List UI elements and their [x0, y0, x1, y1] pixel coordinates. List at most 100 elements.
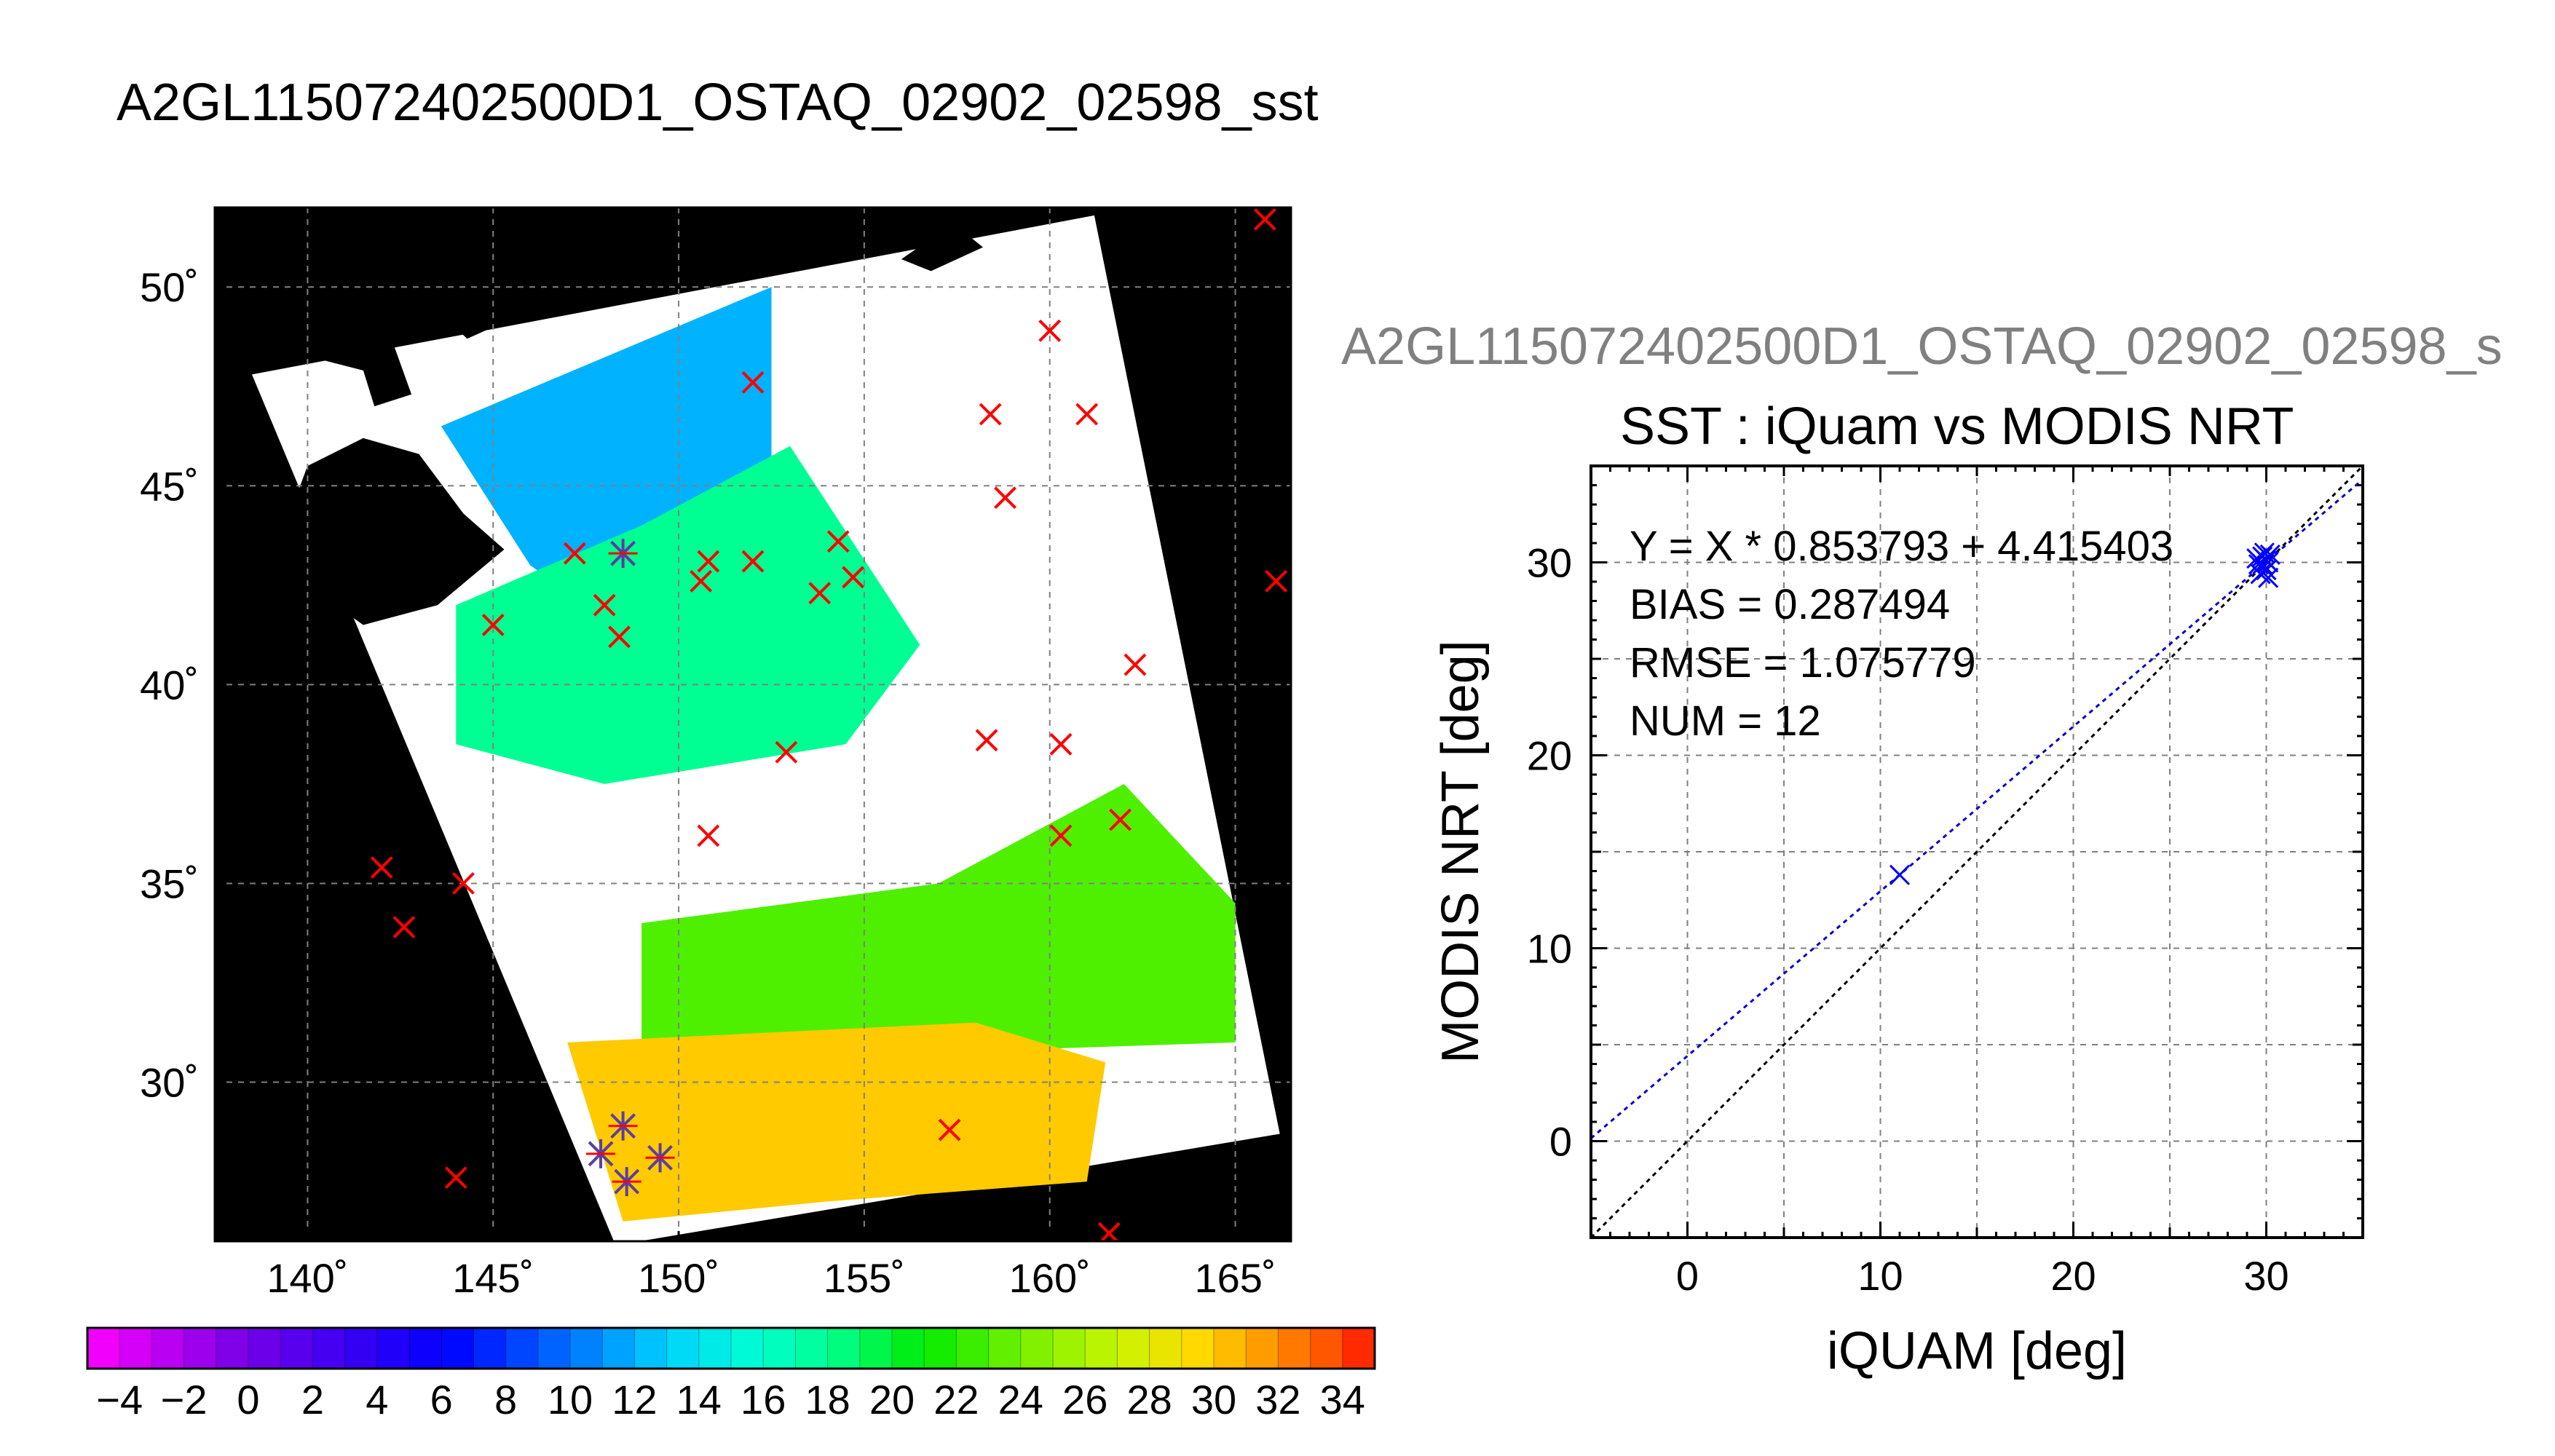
scatter-y-tick-label: 20: [1527, 733, 1572, 779]
colorbar-cell: [1020, 1328, 1054, 1369]
colorbar-cell: [1278, 1328, 1311, 1369]
scatter-chart-title: SST : iQuam vs MODIS NRT: [1620, 397, 2294, 456]
colorbar-cell: [1149, 1328, 1182, 1369]
colorbar-cell: [344, 1328, 378, 1369]
colorbar-cell: [1181, 1328, 1215, 1369]
colorbar-tick-label: −2: [161, 1377, 208, 1423]
buoy-marker: [1253, 207, 1276, 231]
colorbar-tick-label: 20: [869, 1377, 915, 1423]
colorbar-cell: [312, 1328, 346, 1369]
scatter-plot: 0 10 20 30 0 10 20 30 Y = X * 0.853793 + 4.415…: [1431, 464, 2364, 1380]
buoy-marker: [444, 1166, 467, 1190]
fit-line: [1591, 478, 2363, 1139]
scatter-point: [2256, 560, 2277, 581]
map-x-tick-label: 165˚: [1195, 1255, 1276, 1301]
buoy-marker: [826, 530, 850, 553]
buoy-marker: [452, 872, 475, 895]
buoy-marker: [563, 542, 586, 565]
buoy-marker: [1038, 319, 1062, 342]
scatter-grid: [1591, 466, 2363, 1238]
scatter-y-tick-label: 30: [1527, 540, 1572, 586]
colorbar-tick-label: 2: [301, 1377, 324, 1423]
land-shape: [270, 287, 412, 407]
colorbar-cell: [892, 1328, 925, 1369]
sst-region-midnorth: [456, 446, 920, 784]
colorbar-cell: [731, 1328, 764, 1369]
colorbar-cell: [248, 1328, 281, 1369]
colorbar-cell: [151, 1328, 185, 1369]
scatter-point: [2258, 567, 2279, 588]
colorbar-cell: [859, 1328, 893, 1369]
colorbar-tick-label: 14: [676, 1377, 722, 1423]
buoy-marker: [1049, 824, 1073, 847]
colorbar-cell: [1214, 1328, 1247, 1369]
colorbar-cell: [827, 1328, 861, 1369]
buoy-marker: [1075, 403, 1099, 426]
map-x-tick-label: 155˚: [824, 1255, 905, 1301]
bias-stat: BIAS = 0.287494: [1630, 581, 1950, 628]
scatter-x-tick-label: 0: [1676, 1253, 1699, 1299]
matchup-marker: [608, 539, 638, 569]
sst-map: 140˚ 145˚ 150˚ 155˚ 160˚ 165˚ 30˚ 35˚ 40˚ 45˚ 50˚: [140, 206, 1292, 1301]
colorbar-tick-label: 16: [741, 1377, 786, 1423]
colorbar-tick-label: 4: [366, 1377, 388, 1423]
colorbar-cell: [87, 1328, 120, 1369]
colorbar-cell: [280, 1328, 313, 1369]
scatter-x-tick-label: 20: [2050, 1253, 2096, 1299]
colorbar-cell: [634, 1328, 668, 1369]
colorbar-cell: [505, 1328, 539, 1369]
map-y-tick-label: 50˚: [140, 264, 199, 310]
sst-regions: [441, 287, 1236, 1222]
buoy-marker: [741, 371, 765, 394]
colorbar-tick-label: −4: [96, 1377, 143, 1423]
colorbar-tick-label: 12: [612, 1377, 657, 1423]
colorbar-cell: [216, 1328, 249, 1369]
colorbar-cell: [1117, 1328, 1150, 1369]
buoy-marker: [975, 729, 998, 752]
scatter-y-axis-label: MODIS NRT [deg]: [1431, 640, 1490, 1064]
sst-region-south: [567, 1022, 1106, 1222]
colorbar-tick-label: 28: [1126, 1377, 1172, 1423]
colorbar-cell: [1053, 1328, 1086, 1369]
buoy-marker: [481, 614, 505, 636]
colorbar-cell: [988, 1328, 1022, 1369]
buoy-marker: [1097, 1222, 1121, 1241]
colorbar-tick-label: 26: [1062, 1377, 1107, 1423]
colorbar-tick-label: 22: [933, 1377, 979, 1423]
colorbar-cell: [376, 1328, 410, 1369]
colorbar-cell: [924, 1328, 957, 1369]
map-y-axis: 30˚ 35˚ 40˚ 45˚ 50˚: [140, 264, 225, 1106]
colorbar-tick-label: 8: [494, 1377, 517, 1423]
colorbar-cell: [795, 1328, 829, 1369]
colorbar-tick-label: 6: [430, 1377, 453, 1423]
buoy-marker: [775, 740, 798, 764]
buoy-marker: [370, 856, 393, 879]
page-title: A2GL115072402500D1_OSTAQ_02902_02598_sst: [117, 74, 1319, 132]
buoy-marker: [1049, 732, 1073, 756]
map-frame: [213, 206, 1292, 1243]
scatter-ticks: [1590, 464, 2364, 1239]
buoy-marker: [979, 403, 1002, 426]
colorbar-cell: [409, 1328, 442, 1369]
map-x-tick-label: 160˚: [1009, 1255, 1091, 1301]
matchup-marker: [608, 1111, 638, 1141]
buoy-marker: [1124, 653, 1147, 676]
matchup-marker: [586, 1139, 616, 1168]
colorbar-cell: [183, 1328, 217, 1369]
buoy-marker: [842, 566, 865, 589]
colorbar-cell: [698, 1328, 732, 1369]
scatter-points: [1889, 542, 2280, 885]
colorbar-labels: −4 −2 0 2 4 6 8 10 12 14 16 18 20 22 24 26 28 30 32 34: [96, 1377, 1365, 1423]
buoy-marker: [593, 593, 616, 617]
buoy-marker: [938, 1118, 961, 1142]
colorbar-cell: [537, 1328, 571, 1369]
buoy-marker: [690, 569, 713, 593]
land-shape: [285, 438, 505, 625]
map-x-axis: 140˚ 145˚ 150˚ 155˚ 160˚ 165˚: [266, 1231, 1276, 1301]
colorbar-cell: [956, 1328, 990, 1369]
colorbar-cell: [1246, 1328, 1279, 1369]
buoy-marker: [994, 486, 1016, 510]
scatter-x-tick-label: 30: [2243, 1253, 2289, 1299]
scatter-x-tick-labels: 0 10 20 30: [1676, 1253, 2289, 1299]
